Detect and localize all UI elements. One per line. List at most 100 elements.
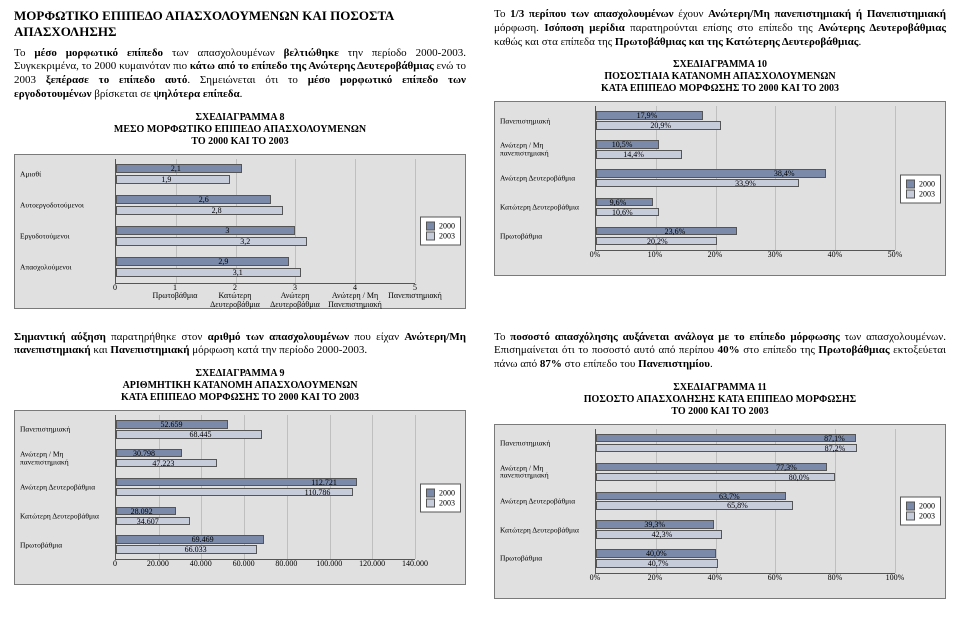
chart8-t3: ΤΟ 2000 ΚΑΙ ΤΟ 2003 — [191, 136, 288, 147]
bar-label: 2,8 — [210, 206, 222, 215]
swatch-2000 — [906, 502, 915, 511]
x-tick: 20.000 — [147, 560, 169, 569]
bar-label: 20,9% — [648, 121, 671, 130]
bar-2000: 87,1% — [596, 434, 856, 442]
chart8: Αμισθί2,11,9Αυτοεργοδοτούμενοι2,62,8Εργο… — [14, 154, 466, 309]
legend-row: 2003 — [906, 512, 935, 521]
x-tick: 3ΑνώτερηΔευτεροβάθμια — [270, 284, 320, 310]
bar-label: 9,6% — [608, 198, 627, 207]
bar-label: 38,4% — [772, 169, 795, 178]
chart9-wrap: Πανεπιστημιακή52.65968.445Ανώτερη / Μη π… — [14, 410, 466, 585]
legend-row: 2000 — [426, 488, 455, 497]
bar-2003: 10,6% — [596, 208, 659, 216]
x-tick: 100.000 — [316, 560, 342, 569]
legend-2003: 2003 — [919, 189, 935, 198]
category-label: Ανώτερη Δευτεροβάθμια — [500, 174, 596, 182]
x-tick: 20% — [708, 251, 723, 260]
chart10: Πανεπιστημιακή17,9%20,9%Ανώτερη / Μη παν… — [494, 101, 946, 276]
bar-2000: 52.659 — [116, 420, 228, 428]
legend-row: 2003 — [906, 189, 935, 198]
category-label: Αυτοεργοδοτούμενοι — [20, 201, 116, 209]
x-tick: 40% — [828, 251, 843, 260]
swatch-2000 — [426, 222, 435, 231]
category-label: Ανώτερη Δευτεροβάθμια — [500, 497, 596, 505]
bar-label: 52.659 — [159, 420, 183, 429]
bar-2000: 17,9% — [596, 111, 703, 119]
legend: 20002003 — [900, 174, 941, 203]
bar-2000: 112.721 — [116, 478, 357, 486]
legend: 20002003 — [900, 497, 941, 526]
category-label: Αμισθί — [20, 170, 116, 178]
bar-2000: 40,0% — [596, 549, 716, 557]
bar-2003: 47.223 — [116, 459, 217, 467]
bar-label: 17,9% — [635, 111, 658, 120]
legend-2000: 2000 — [919, 502, 935, 511]
bar-label: 23,6% — [663, 227, 686, 236]
bar-2003: 42,3% — [596, 530, 722, 538]
bar-2003: 14,4% — [596, 150, 682, 158]
bar-label: 2,9 — [216, 257, 228, 266]
bar-2003: 20,9% — [596, 121, 721, 129]
bar-label: 3,2 — [238, 237, 250, 246]
col-bot-right: Το ποσοστό απασχόλησης αυξάνεται ανάλογα… — [494, 331, 946, 609]
chart11: Πανεπιστημιακή87,1%87,2%Ανώτερη / Μη παν… — [494, 424, 946, 599]
category-label: Ανώτερη / Μη πανεπιστημιακή — [500, 464, 596, 479]
bar-label: 39,3% — [642, 520, 665, 529]
bar-label: 110.786 — [303, 488, 331, 497]
category-label: Απασχολούμενοι — [20, 263, 116, 271]
bar-2003: 66.033 — [116, 545, 257, 553]
bar-label: 10,5% — [610, 140, 633, 149]
left-heading: ΜΟΡΦΩΤΙΚΟ ΕΠΙΠΕΔΟ ΑΠΑΣΧΟΛΟΥΜΕΝΩΝ ΚΑΙ ΠΟΣ… — [14, 8, 466, 41]
page-grid: ΜΟΡΦΩΤΙΚΟ ΕΠΙΠΕΔΟ ΑΠΑΣΧΟΛΟΥΜΕΝΩΝ ΚΑΙ ΠΟΣ… — [14, 8, 946, 609]
x-tick: 140.000 — [402, 560, 428, 569]
x-tick: 100% — [886, 574, 905, 583]
bar-2003: 40,7% — [596, 559, 718, 567]
x-tick: 0% — [590, 251, 601, 260]
legend-row: 2000 — [906, 179, 935, 188]
category-label: Ανώτερη / Μη πανεπιστημιακή — [500, 142, 596, 157]
x-tick: 2ΚατώτερηΔευτεροβάθμια — [210, 284, 260, 310]
bar-2000: 3 — [116, 226, 295, 235]
chart9-t1: ΣΧΕΔΙΑΓΡΑΜΜΑ 9 — [195, 368, 284, 379]
swatch-2003 — [426, 498, 435, 507]
x-tick: 40.000 — [190, 560, 212, 569]
category-label: Κατώτερη Δευτεροβάθμια — [500, 526, 596, 534]
category-label: Πρωτοβάθμια — [500, 232, 596, 240]
swatch-2000 — [426, 488, 435, 497]
x-tick: 60% — [768, 574, 783, 583]
bar-label: 33,9% — [733, 179, 756, 188]
x-tick: 1Πρωτοβάθμια — [153, 284, 198, 302]
legend-row: 2003 — [426, 232, 455, 241]
right-p2: Το ποσοστό απασχόλησης αυξάνεται ανάλογα… — [494, 331, 946, 372]
chart10-t1: ΣΧΕΔΙΑΓΡΑΜΜΑ 10 — [673, 59, 767, 70]
bar-2003: 33,9% — [596, 179, 799, 187]
bar-label: 80,0% — [787, 473, 810, 482]
chart10-t2: ΠΟΣΟΣΤΙΑΙΑ ΚΑΤΑΝΟΜΗ ΑΠΑΣΧΟΛΟΥΜΕΝΩΝ — [604, 71, 835, 82]
category-label: Κατώτερη Δευτεροβάθμια — [20, 512, 116, 520]
legend-2003: 2003 — [439, 498, 455, 507]
swatch-2003 — [906, 189, 915, 198]
chart9-title: ΣΧΕΔΙΑΓΡΑΜΜΑ 9 ΑΡΙΘΜΗΤΙΚΗ ΚΑΤΑΝΟΜΗ ΑΠΑΣΧ… — [14, 368, 466, 404]
chart10-wrap: Πανεπιστημιακή17,9%20,9%Ανώτερη / Μη παν… — [494, 101, 946, 276]
chart11-t3: ΤΟ 2000 ΚΑΙ ΤΟ 2003 — [671, 406, 768, 417]
bar-label: 66.033 — [183, 545, 207, 554]
x-tick: 4Ανώτερη / ΜηΠανεπιστημιακή — [328, 284, 382, 310]
bar-2000: 10,5% — [596, 140, 659, 148]
swatch-2003 — [906, 512, 915, 521]
left-p1: Το μέσο μορφωτικό επίπεδο των απασχολουμ… — [14, 47, 466, 102]
left-p2: Σημαντική αύξηση παρατηρήθηκε στον αριθμ… — [14, 331, 466, 359]
bar-label: 10,6% — [610, 208, 633, 217]
bar-label: 40,7% — [646, 559, 669, 568]
right-p1: Το 1/3 περίπου των απασχολουμένων έχουν … — [494, 8, 946, 49]
x-tick: 60.000 — [233, 560, 255, 569]
bar-2003: 20,2% — [596, 237, 717, 245]
bar-label: 69.469 — [190, 535, 214, 544]
legend-2003: 2003 — [439, 232, 455, 241]
category-label: Εργοδοτούμενοι — [20, 232, 116, 240]
bar-label: 2,6 — [197, 195, 209, 204]
bar-2000: 23,6% — [596, 227, 737, 235]
legend: 20002003 — [420, 483, 461, 512]
bar-label: 42,3% — [650, 530, 673, 539]
bar-2003: 68.445 — [116, 430, 262, 438]
chart10-t3: ΚΑΤΑ ΕΠΙΠΕΔΟ ΜΟΡΦΩΣΗΣ ΤΟ 2000 ΚΑΙ ΤΟ 200… — [601, 83, 839, 94]
